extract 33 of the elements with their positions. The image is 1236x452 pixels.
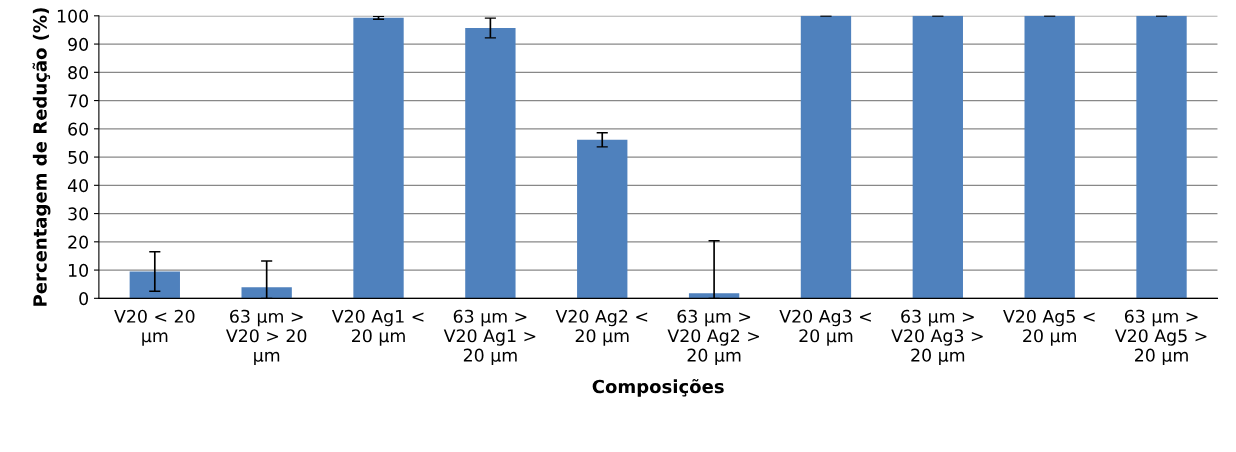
y-tick-label: 50 [68,150,88,164]
x-tick-label: V20 < 20 µm [114,309,195,346]
y-tick-label: 10 [68,263,88,277]
x-tick-label: 63 µm > V20 Ag1 > 20 µm [443,309,536,366]
y-tick-label: 70 [68,94,88,108]
bar [800,15,852,299]
y-tick-label: 60 [68,122,88,136]
x-tick-label: V20 Ag3 < 20 µm [779,309,871,346]
bar [912,15,963,299]
bar [688,293,740,299]
x-tick-label: 63 µm > V20 > 20 µm [225,309,307,366]
y-tick-label: 90 [68,37,88,51]
x-tick-label: 63 µm > V20 Ag5 > 20 µm [1114,309,1207,366]
x-tick-label: V20 Ag1 < 20 µm [331,309,424,346]
y-tick-label: 30 [68,207,88,221]
bar [1024,15,1075,299]
y-axis-title: Percentagem de Redução (%) [32,8,51,306]
x-tick-label: V20 Ag5 < 20 µm [1003,309,1095,346]
y-tick-label: 100 [57,9,88,23]
x-axis-title: Composições [592,379,724,397]
y-tick-label: 0 [79,292,88,306]
bar [577,139,628,299]
bar [465,27,516,299]
x-tick-label: V20 Ag2 < 20 µm [555,309,648,346]
bar [241,287,292,299]
bar [353,17,404,299]
bar [129,271,180,299]
y-tick-label: 80 [68,66,88,80]
x-tick-label: 63 µm > V20 Ag3 > 20 µm [891,309,983,366]
x-tick-label: 63 µm > V20 Ag2 > 20 µm [667,309,759,366]
y-tick-label: 20 [68,235,88,249]
y-tick-label: 40 [67,179,88,193]
bar [1136,15,1187,299]
